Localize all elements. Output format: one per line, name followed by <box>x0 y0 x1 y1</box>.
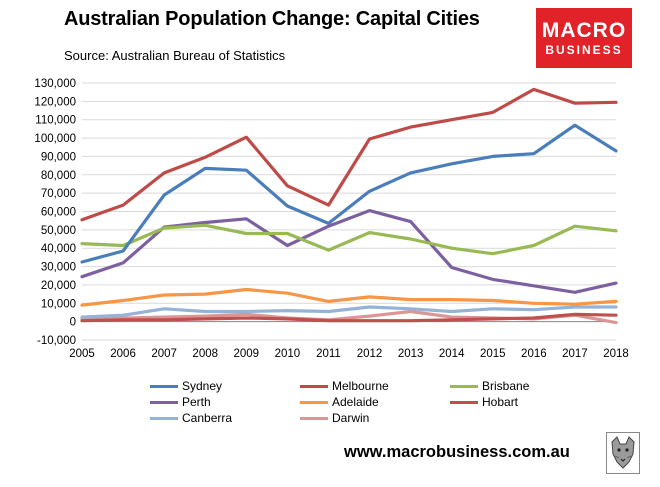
legend-label: Canberra <box>182 411 233 425</box>
legend-swatch <box>300 417 328 421</box>
legend-label: Melbourne <box>332 379 389 393</box>
wolf-icon <box>606 432 640 474</box>
chart-subtitle: Source: Australian Bureau of Statistics <box>64 48 286 63</box>
legend-swatch <box>450 385 478 389</box>
legend-item-canberra: Canberra <box>150 410 232 426</box>
y-tick-label: 80,000 <box>41 170 76 182</box>
y-tick-label: 60,000 <box>41 207 76 219</box>
legend-item-sydney: Sydney <box>150 378 222 394</box>
x-tick-label: 2008 <box>192 348 218 360</box>
series-line-hobart <box>80 312 618 323</box>
chart-legend: Sydney Melbourne Brisbane Perth Adelaide Hoba… <box>150 378 570 426</box>
y-tick-label: 100,000 <box>34 133 76 145</box>
y-tick-label: 40,000 <box>41 243 76 255</box>
series-line-perth <box>80 209 618 294</box>
legend-item-adelaide: Adelaide <box>300 394 379 410</box>
x-tick-label: 2015 <box>480 348 506 360</box>
legend-label: Perth <box>182 395 211 409</box>
y-tick-label: 130,000 <box>34 78 76 90</box>
legend-swatch <box>150 385 178 389</box>
series-line-brisbane <box>80 223 618 256</box>
legend-item-hobart: Hobart <box>450 394 518 410</box>
x-tick-label: 2014 <box>439 348 465 360</box>
series-line-sydney <box>80 123 618 264</box>
legend-item-perth: Perth <box>150 394 211 410</box>
legend-label: Darwin <box>332 411 370 425</box>
x-tick-label: 2018 <box>603 348 629 360</box>
y-tick-label: 120,000 <box>34 96 76 108</box>
legend-swatch <box>450 401 478 405</box>
logo-line-1: MACRO <box>541 19 627 42</box>
legend-label: Sydney <box>182 379 223 393</box>
legend-item-darwin: Darwin <box>300 410 369 426</box>
legend-swatch <box>300 401 328 405</box>
legend-label: Adelaide <box>332 395 379 409</box>
y-tick-label: 20,000 <box>41 280 76 292</box>
y-tick-label: 50,000 <box>41 225 76 237</box>
y-tick-label: 30,000 <box>41 262 76 274</box>
footer-url[interactable]: www.macrobusiness.com.au <box>344 443 570 461</box>
chart-title: Australian Population Change: Capital Ci… <box>64 8 480 30</box>
y-tick-label: -10,000 <box>37 335 76 347</box>
legend-item-melbourne: Melbourne <box>300 378 389 394</box>
x-tick-label: 2006 <box>110 348 136 360</box>
y-tick-label: 10,000 <box>41 298 76 310</box>
logo-line-2: BUSINESS <box>545 43 623 57</box>
x-tick-label: 2010 <box>275 348 301 360</box>
x-tick-label: 2005 <box>69 348 95 360</box>
legend-item-brisbane: Brisbane <box>450 378 529 394</box>
y-tick-label: 0 <box>70 317 76 329</box>
x-tick-label: 2017 <box>562 348 588 360</box>
x-tick-label: 2013 <box>398 348 424 360</box>
macrobusiness-logo[interactable]: MACRO BUSINESS <box>536 8 632 68</box>
series-line-adelaide <box>80 287 618 307</box>
x-tick-label: 2016 <box>521 348 547 360</box>
legend-label: Brisbane <box>482 379 530 393</box>
x-tick-label: 2007 <box>151 348 177 360</box>
legend-label: Hobart <box>482 395 519 409</box>
x-tick-label: 2012 <box>357 348 383 360</box>
y-tick-label: 90,000 <box>41 151 76 163</box>
legend-swatch <box>300 385 328 389</box>
series-line-melbourne <box>80 87 618 222</box>
legend-swatch <box>150 401 178 405</box>
x-tick-label: 2009 <box>234 348 260 360</box>
series-line-canberra <box>80 305 618 319</box>
y-tick-label: 110,000 <box>35 115 76 127</box>
x-tick-label: 2011 <box>316 348 341 360</box>
y-tick-label: 70,000 <box>41 188 76 200</box>
legend-swatch <box>150 417 178 421</box>
